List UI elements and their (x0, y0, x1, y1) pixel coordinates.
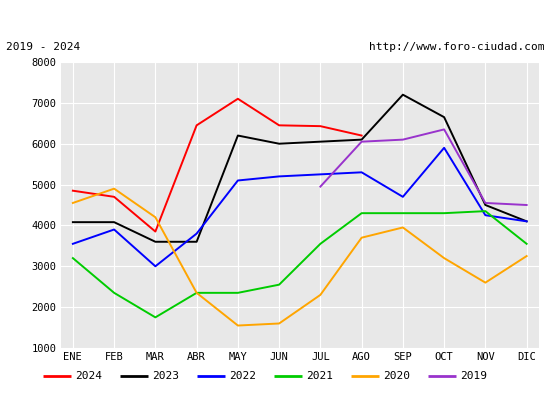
Text: 2019 - 2024: 2019 - 2024 (6, 42, 80, 52)
Text: 2023: 2023 (152, 371, 179, 381)
Text: 2024: 2024 (75, 371, 102, 381)
Text: http://www.foro-ciudad.com: http://www.foro-ciudad.com (369, 42, 544, 52)
Text: Evolucion Nº Turistas Extranjeros en el municipio de Logroño: Evolucion Nº Turistas Extranjeros en el … (24, 11, 526, 25)
Text: 2022: 2022 (229, 371, 256, 381)
Text: 2019: 2019 (460, 371, 487, 381)
Text: 2021: 2021 (306, 371, 333, 381)
Text: 2020: 2020 (383, 371, 410, 381)
